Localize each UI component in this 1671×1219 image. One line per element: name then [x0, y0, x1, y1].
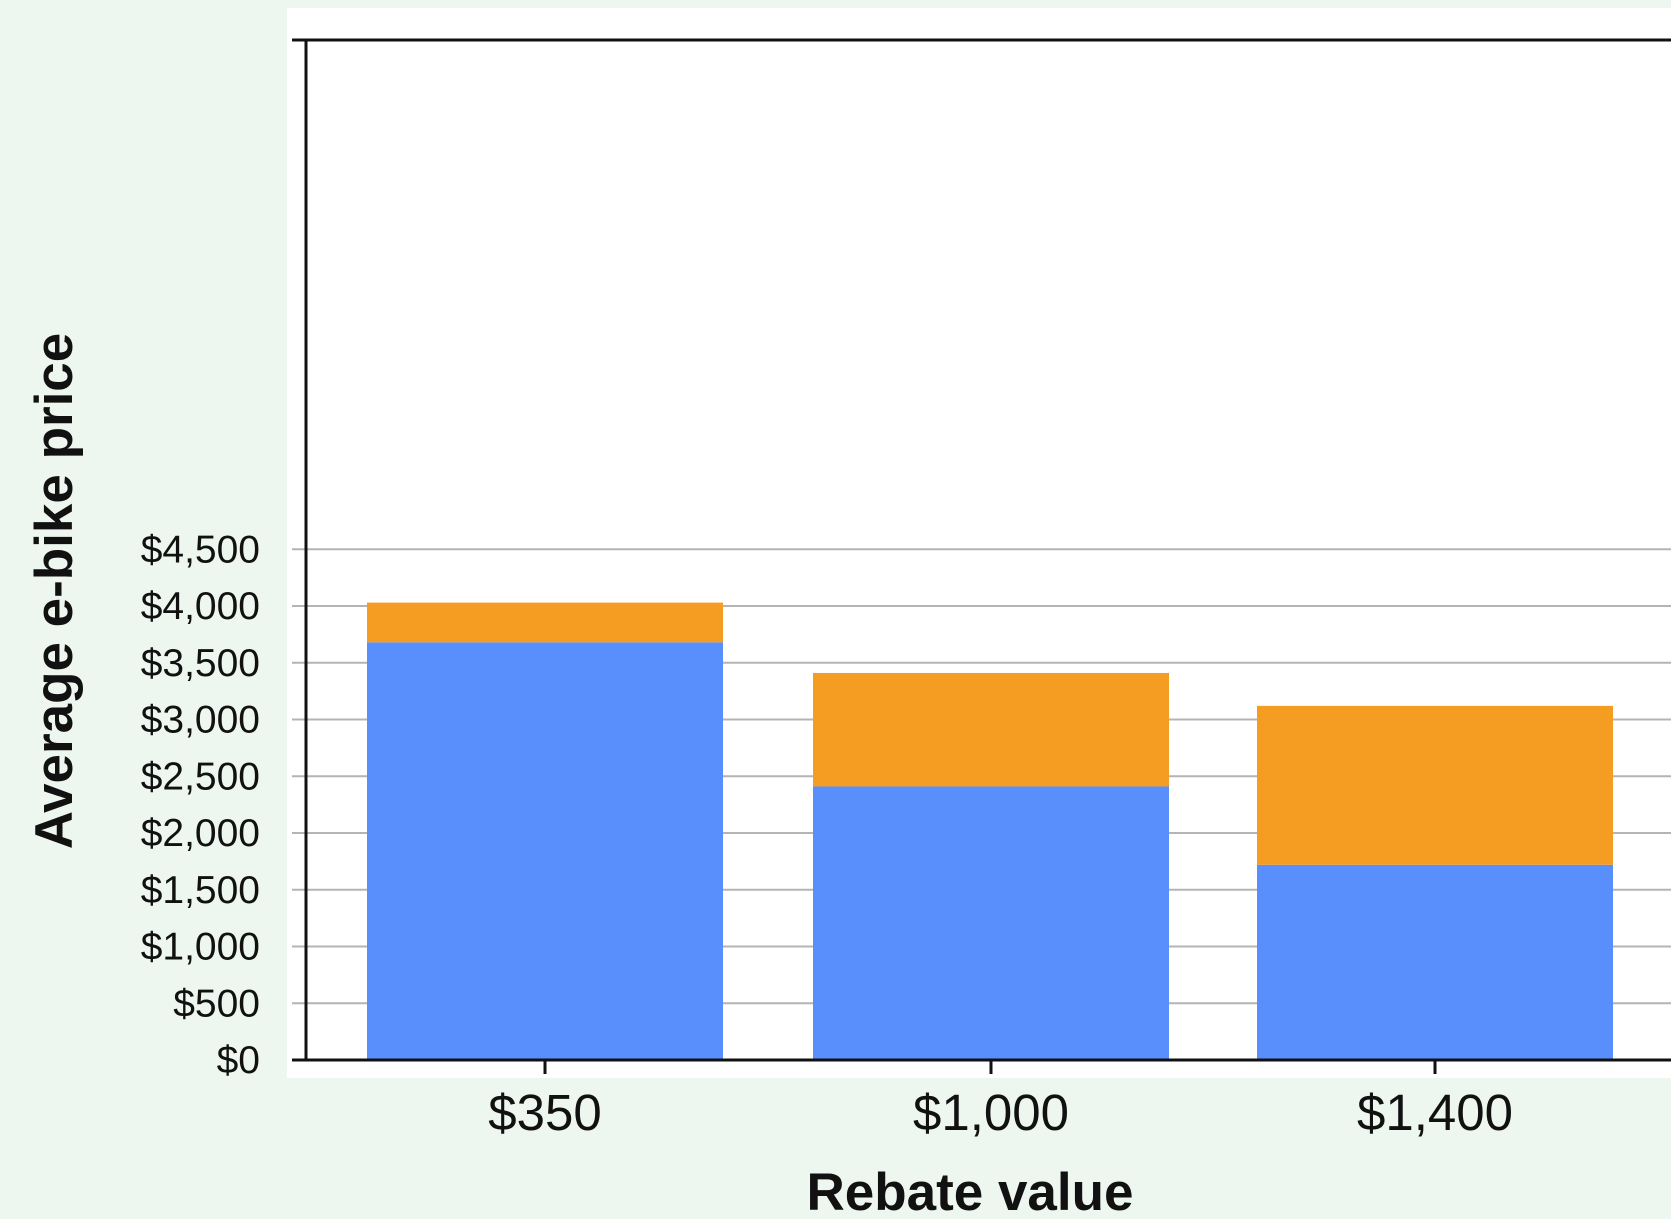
- y-tick-label: $2,500: [141, 755, 260, 798]
- bar-segment: [1257, 705, 1613, 865]
- bar-segment: [1257, 864, 1613, 1060]
- x-axis-title: Rebate value: [807, 1163, 1134, 1219]
- y-tick-label: $1,500: [141, 869, 260, 912]
- x-tick-label: $1,400: [1357, 1084, 1513, 1141]
- bars: [367, 602, 1613, 1060]
- x-tick-labels: $350 $1,000 $1,400: [488, 1084, 1513, 1141]
- y-tick-label: $4,500: [141, 528, 260, 571]
- y-tick-label: $4,000: [141, 585, 260, 628]
- y-tick-labels: $0 $500 $1,000 $1,500 $2,000 $2,500 $3,000 $3,5…: [141, 528, 260, 1082]
- y-tick-label: $3,500: [141, 642, 260, 685]
- bar-segment: [367, 602, 723, 643]
- y-tick-label: $1,000: [141, 926, 260, 969]
- y-tick-label: $0: [217, 1039, 260, 1082]
- y-tick-label: $3,000: [141, 699, 260, 742]
- y-axis-title: Average e-bike price: [25, 333, 84, 850]
- bar-segment: [367, 642, 723, 1060]
- bar-segment: [813, 786, 1169, 1060]
- bar-segment: [813, 672, 1169, 787]
- y-tick-label: $2,000: [141, 812, 260, 855]
- y-tick-label: $500: [173, 982, 260, 1025]
- x-tick-label: $350: [488, 1084, 601, 1141]
- x-tick-label: $1,000: [913, 1084, 1069, 1141]
- axes: [292, 38, 1671, 1074]
